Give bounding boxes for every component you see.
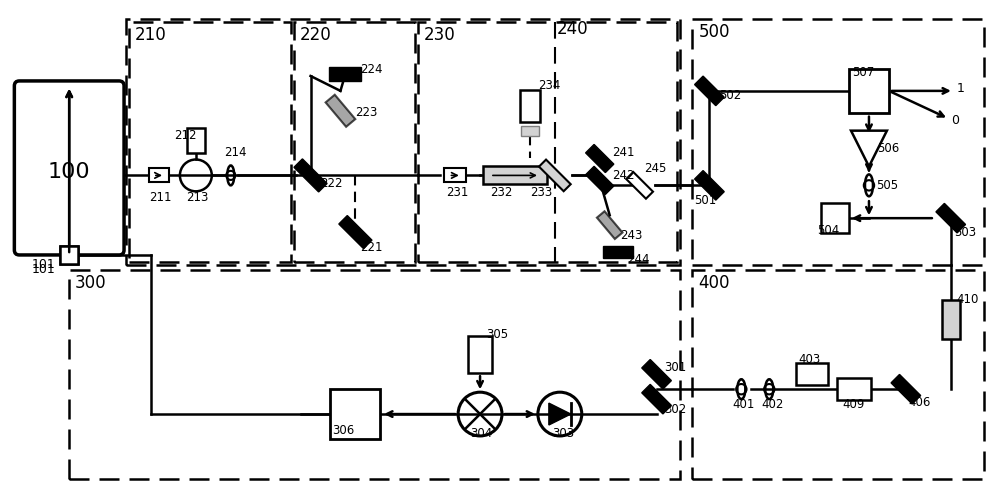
Polygon shape	[642, 359, 671, 389]
Polygon shape	[891, 374, 921, 404]
Bar	[294, 22, 415, 262]
Text: 234: 234	[538, 79, 560, 93]
Text: 301: 301	[665, 361, 687, 374]
Polygon shape	[586, 145, 614, 173]
Text: 400: 400	[698, 274, 730, 292]
Polygon shape	[695, 76, 724, 105]
Bar	[849, 68, 889, 113]
Polygon shape	[597, 211, 622, 239]
Text: 403: 403	[798, 353, 820, 366]
Bar	[129, 22, 291, 262]
Bar	[520, 90, 540, 122]
Text: 241: 241	[612, 146, 634, 159]
Text: 223: 223	[355, 106, 378, 119]
Polygon shape	[294, 159, 327, 192]
Polygon shape	[549, 403, 571, 425]
Bar	[149, 168, 169, 182]
Text: 101: 101	[31, 263, 55, 276]
Text: 409: 409	[842, 397, 864, 411]
Text: 224: 224	[360, 62, 383, 76]
Polygon shape	[586, 166, 614, 195]
Bar	[483, 166, 547, 184]
Text: 212: 212	[174, 129, 196, 142]
Text: 220: 220	[300, 26, 331, 44]
Text: 101: 101	[31, 258, 55, 271]
Text: 213: 213	[186, 191, 208, 204]
Bar	[796, 363, 828, 385]
Polygon shape	[539, 159, 571, 191]
Bar	[187, 128, 205, 153]
Text: 221: 221	[360, 242, 383, 254]
Bar	[60, 246, 78, 264]
Text: 242: 242	[612, 169, 634, 182]
Text: 231: 231	[446, 186, 469, 199]
Text: 500: 500	[698, 23, 730, 41]
Polygon shape	[642, 385, 671, 414]
Text: 507: 507	[852, 66, 874, 80]
Bar	[60, 246, 78, 264]
Text: 501: 501	[694, 194, 717, 207]
Text: 233: 233	[530, 186, 552, 199]
Text: 230: 230	[424, 26, 456, 44]
Polygon shape	[626, 172, 653, 198]
Bar	[444, 168, 466, 182]
Text: 214: 214	[224, 146, 246, 159]
Polygon shape	[339, 215, 372, 248]
Text: 306: 306	[332, 425, 355, 438]
Text: 210: 210	[135, 26, 167, 44]
Text: 245: 245	[645, 162, 667, 175]
Bar	[821, 203, 849, 233]
Text: 410: 410	[957, 293, 979, 306]
Text: 402: 402	[761, 397, 784, 411]
Text: 305: 305	[486, 328, 508, 341]
Text: 0: 0	[951, 114, 959, 127]
Bar	[692, 270, 984, 479]
Polygon shape	[695, 171, 724, 200]
Bar	[603, 246, 633, 258]
Bar	[837, 378, 871, 400]
Polygon shape	[326, 95, 355, 127]
Text: 304: 304	[470, 428, 492, 441]
Text: 302: 302	[665, 402, 687, 416]
Text: 406: 406	[909, 396, 931, 409]
Text: 240: 240	[557, 20, 588, 38]
Bar	[329, 67, 361, 81]
Bar	[942, 299, 960, 340]
Text: 244: 244	[627, 253, 649, 266]
Text: 303: 303	[552, 428, 574, 441]
Bar	[521, 126, 539, 136]
Polygon shape	[851, 131, 887, 166]
Text: 1: 1	[957, 82, 965, 96]
Text: 243: 243	[620, 229, 642, 242]
Bar	[468, 336, 492, 373]
Text: 232: 232	[490, 186, 512, 199]
Text: 505: 505	[876, 179, 898, 192]
Text: 502: 502	[719, 90, 742, 102]
Bar	[692, 19, 984, 265]
Bar	[126, 19, 680, 265]
Bar	[418, 22, 677, 262]
Bar	[330, 389, 380, 439]
Text: 100: 100	[48, 162, 91, 183]
Bar	[69, 270, 680, 479]
Text: 503: 503	[954, 226, 976, 239]
Text: 506: 506	[877, 142, 899, 155]
FancyBboxPatch shape	[14, 81, 124, 255]
Text: 211: 211	[149, 191, 171, 204]
Text: 401: 401	[732, 397, 755, 411]
Polygon shape	[936, 203, 966, 233]
Text: 504: 504	[817, 224, 839, 237]
Text: 300: 300	[75, 274, 107, 292]
Text: 222: 222	[320, 177, 343, 190]
